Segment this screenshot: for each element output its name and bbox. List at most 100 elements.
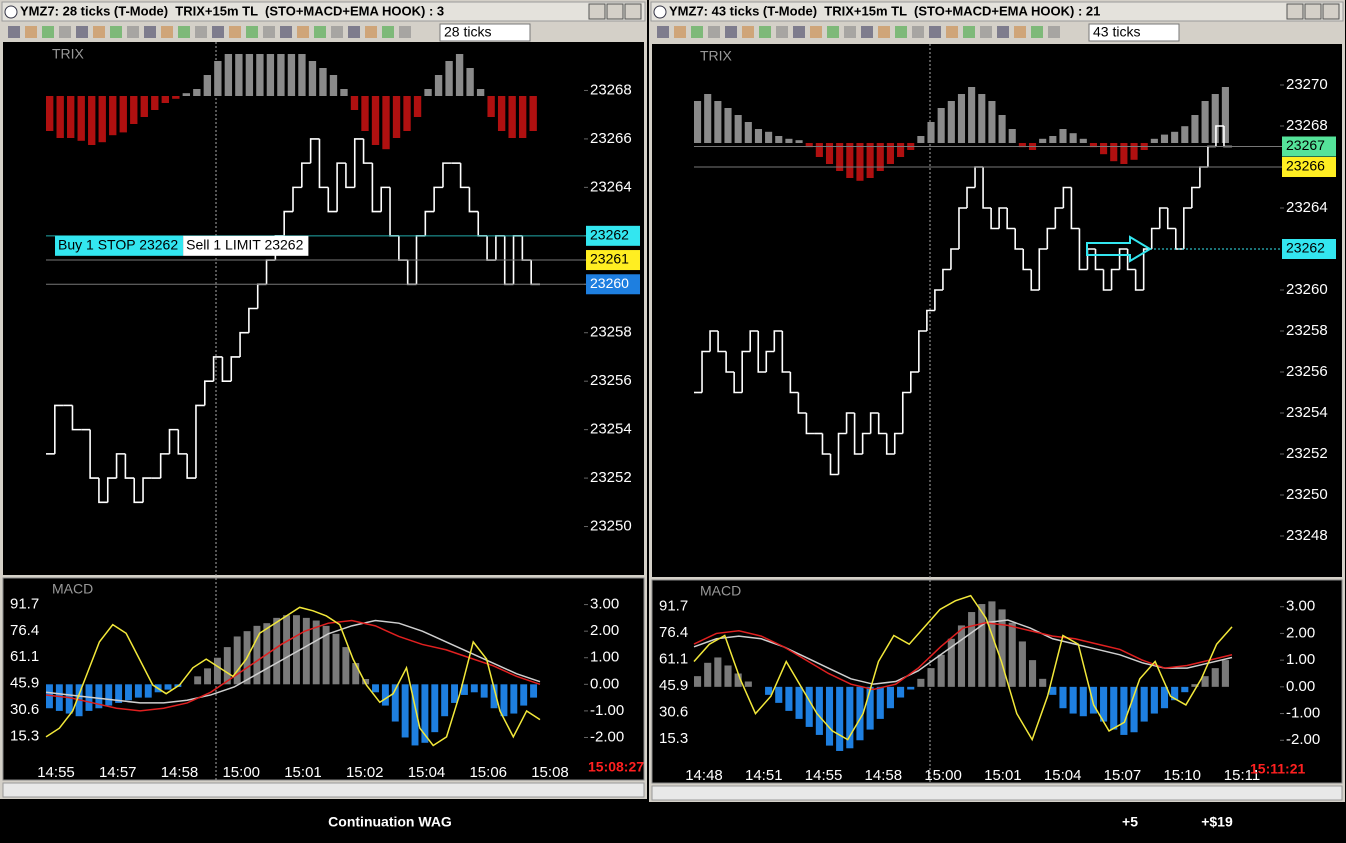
toolbar-icon[interactable] [263,26,275,38]
price-bar [829,454,839,476]
toolbar-icon[interactable] [59,26,71,38]
toolbar-icon[interactable] [912,26,924,38]
toolbar-icon[interactable] [674,26,686,38]
price-tag [586,225,640,246]
order-box[interactable] [55,235,184,256]
toolbar-icon[interactable] [997,26,1009,38]
toolbar-icon[interactable] [212,26,224,38]
order-box[interactable] [183,235,309,256]
window-button[interactable] [606,3,624,20]
price-bar [1118,248,1128,270]
window-button[interactable] [1304,3,1322,20]
price-bar [773,330,783,352]
toolbar-icon[interactable] [314,26,326,38]
price-tag-label: 23260 [590,275,629,291]
macd-bar [775,686,783,703]
toolbar-icon[interactable] [348,26,360,38]
toolbar-icon[interactable] [793,26,805,38]
toolbar-icon[interactable] [229,26,241,38]
toolbar-icon[interactable] [42,26,54,38]
macd-bar [213,657,221,685]
scrollbar[interactable] [2,782,645,798]
price-bar [345,163,355,189]
toolbar-icon[interactable] [110,26,122,38]
price-bar [115,453,126,479]
macd-bar [866,686,874,730]
time-label: 15:00 [222,764,260,781]
price-bar [353,138,364,188]
toolbar-icon[interactable] [178,26,190,38]
toolbar-icon[interactable] [25,26,37,38]
toolbar-icon[interactable] [297,26,309,38]
title-bar [1,1,646,22]
toolbar-icon[interactable] [127,26,139,38]
toolbar-icon[interactable] [1048,26,1060,38]
trix-bar [744,122,752,143]
toolbar-icon[interactable] [246,26,258,38]
toolbar-icon[interactable] [8,26,20,38]
toolbar-icon[interactable] [280,26,292,38]
trix-bar [266,54,275,96]
macd-bar [897,686,905,698]
macd-tick-label: 1.00 [1286,651,1315,668]
stoch-tick-label: 61.1 [659,651,688,668]
toolbar-icon[interactable] [742,26,754,38]
macd-bar [947,638,955,687]
window-button[interactable] [588,3,606,20]
toolbar-icon[interactable] [691,26,703,38]
macd-bar [694,676,702,687]
toolbar-icon[interactable] [331,26,343,38]
toolbar-icon[interactable] [657,26,669,38]
interval-dropdown[interactable] [1088,23,1180,42]
scrollbar[interactable] [651,785,1343,801]
price-bar [701,350,711,393]
trix-bar [172,96,180,99]
toolbar-icon[interactable] [161,26,173,38]
toolbar-icon[interactable] [980,26,992,38]
trix-bar [287,54,296,96]
stochastic-line [693,594,1233,742]
toolbar-icon[interactable] [144,26,156,38]
price-bar [934,289,943,311]
trix-bar [1079,138,1087,143]
macd-bar [1181,686,1189,693]
stoch-tick-label: 76.4 [10,622,39,639]
toolbar-icon[interactable] [861,26,873,38]
toolbar-icon[interactable] [878,26,890,38]
toolbar-icon[interactable] [195,26,207,38]
toolbar-icon[interactable] [76,26,88,38]
interval-dropdown[interactable] [439,23,531,42]
toolbar-icon[interactable] [946,26,958,38]
toolbar-icon[interactable] [810,26,822,38]
window-button[interactable] [1286,3,1304,20]
toolbar-icon[interactable] [895,26,907,38]
price-bar [380,186,391,212]
toolbar-icon[interactable] [1031,26,1043,38]
toolbar-icon[interactable] [399,26,411,38]
macd-bar [815,686,823,735]
toolbar-icon[interactable] [382,26,394,38]
macd-bar [480,684,488,698]
toolbar-icon[interactable] [963,26,975,38]
trix-bar [1069,133,1077,143]
price-bar [861,432,871,454]
toolbar-icon[interactable] [93,26,105,38]
toolbar-icon[interactable] [759,26,771,38]
toolbar-icon[interactable] [725,26,737,38]
toolbar-icon[interactable] [365,26,377,38]
macd-bar [273,617,281,685]
signal-line [45,619,541,704]
toolbar-icon[interactable] [708,26,720,38]
window-button[interactable] [624,3,642,20]
time-label: 15:08 [531,764,569,781]
toolbar-icon[interactable] [1014,26,1026,38]
toolbar-icon[interactable] [844,26,856,38]
order-arrow[interactable] [1086,235,1152,263]
macd-bar [1160,686,1169,709]
window-button[interactable] [1322,3,1340,20]
toolbar-icon[interactable] [827,26,839,38]
toolbar-icon[interactable] [776,26,788,38]
toolbar-icon[interactable] [929,26,941,38]
trix-bar [245,54,254,96]
price-tick-label: 23268 [590,81,632,98]
